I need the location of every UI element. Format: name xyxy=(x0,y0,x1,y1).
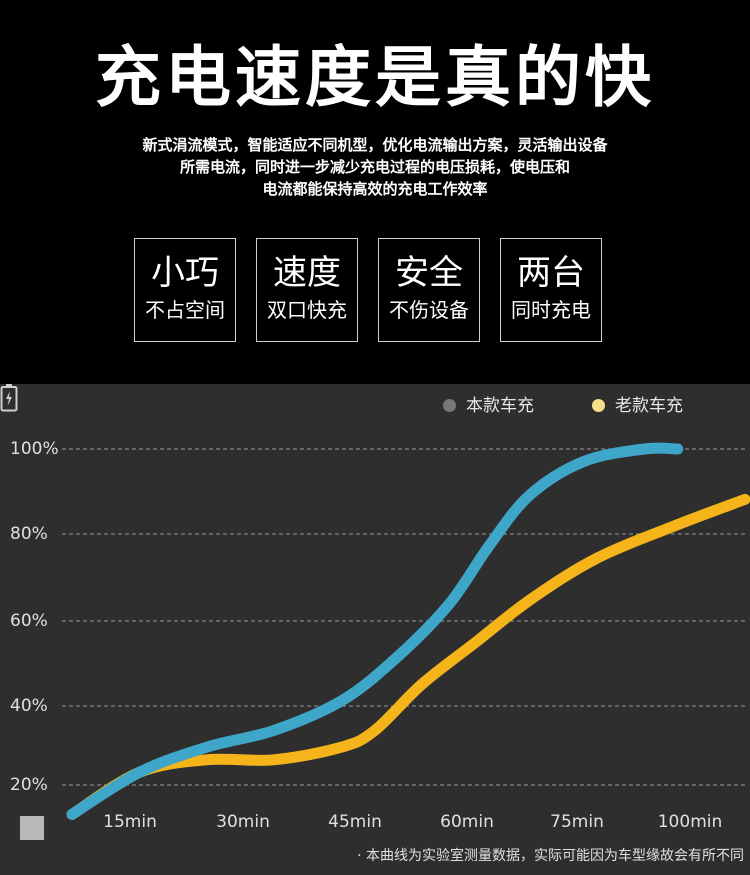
legend-label: 老款车充 xyxy=(615,396,683,416)
feature-box-compact: 小巧 不占空间 xyxy=(134,238,236,342)
y-tick-40: 40% xyxy=(10,696,48,716)
battery-icon xyxy=(0,384,18,412)
legend-dot-yellow xyxy=(592,399,605,412)
legend-new-charger: 本款车充 xyxy=(443,394,534,418)
legend-dot-gray xyxy=(443,399,456,412)
feature-title: 两台 xyxy=(517,253,585,293)
chart-plot xyxy=(62,442,750,820)
y-tick-20: 20% xyxy=(10,775,48,795)
x-tick-100min: 100min xyxy=(657,812,723,832)
feature-title: 速度 xyxy=(273,253,341,293)
y-tick-100: 100% xyxy=(10,439,59,459)
description-line: 新式涓流模式，智能适应不同机型，优化电流输出方案，灵活输出设备 xyxy=(142,136,608,154)
x-tick-60min: 60min xyxy=(440,812,494,832)
page-title: 充电速度是真的快 xyxy=(95,39,655,116)
legend-old-charger: 老款车充 xyxy=(592,394,683,418)
series-line-old-charger xyxy=(66,493,750,820)
chart-footnote: · 本曲线为实验室测量数据，实际可能因为车型缘故会有所不同 xyxy=(357,848,744,864)
legend-label: 本款车充 xyxy=(466,396,534,416)
x-tick-30min: 30min xyxy=(216,812,270,832)
feature-subtitle: 同时充电 xyxy=(511,298,591,322)
header-section: 充电速度是真的快 新式涓流模式，智能适应不同机型，优化电流输出方案，灵活输出设备… xyxy=(0,0,750,384)
x-tick-75min: 75min xyxy=(550,812,604,832)
feature-box-speed: 速度 双口快充 xyxy=(256,238,358,342)
charging-chart: 本款车充 老款车充 100% 80% 60% 40% 20% 15min 30m… xyxy=(0,384,750,875)
description-line: 所需电流，同时进一步减少充电过程的电压损耗，使电压和 xyxy=(179,158,570,176)
x-tick-45min: 45min xyxy=(328,812,382,832)
feature-box-safety: 安全 不伤设备 xyxy=(378,238,480,342)
feature-box-dual: 两台 同时充电 xyxy=(500,238,602,342)
series-line-new-charger xyxy=(66,442,684,820)
feature-title: 安全 xyxy=(395,253,463,293)
feature-title: 小巧 xyxy=(151,253,219,293)
description-line: 电流都能保持高效的充电工作效率 xyxy=(262,180,488,198)
feature-subtitle: 不伤设备 xyxy=(389,298,469,322)
feature-subtitle: 双口快充 xyxy=(267,298,347,322)
feature-subtitle: 不占空间 xyxy=(145,298,225,322)
x-tick-15min: 15min xyxy=(103,812,157,832)
y-tick-80: 80% xyxy=(10,524,48,544)
description: 新式涓流模式，智能适应不同机型，优化电流输出方案，灵活输出设备 所需电流，同时进… xyxy=(60,134,690,200)
y-tick-60: 60% xyxy=(10,611,48,631)
square-marker xyxy=(20,816,44,840)
